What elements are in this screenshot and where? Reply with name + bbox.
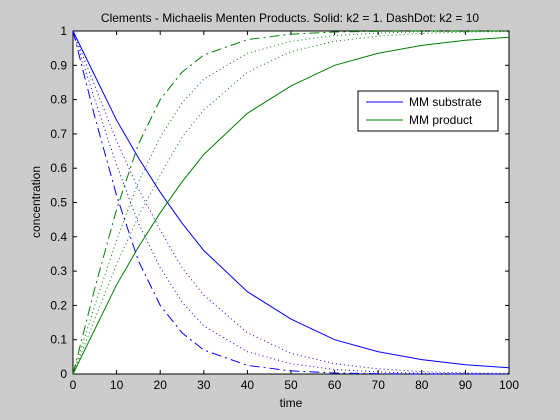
chart-title: Clements - Michaelis Menten Products. So… [101, 11, 480, 25]
series-line-1 [72, 36, 510, 375]
x-tick-label: 50 [284, 378, 298, 392]
series-line-7 [72, 31, 510, 375]
axis-ticks: 0 10 20 30 40 50 60 70 80 90 100 0 0.1 0.2 0.3 0.4 0.5 0.… [50, 24, 519, 392]
series-line-2 [72, 30, 509, 375]
y-tick-label: 0.9 [50, 58, 67, 72]
x-axis-label: time [280, 396, 303, 410]
x-tick-label: 80 [415, 378, 429, 392]
legend-label-product: MM product [409, 113, 473, 127]
y-tick-label: 0.7 [50, 127, 67, 141]
series-layer [72, 30, 510, 375]
x-tick-label: 10 [110, 378, 124, 392]
x-tick-label: 0 [70, 378, 77, 392]
y-tick-label: 0.8 [50, 93, 67, 107]
legend: MM substrate MM product [357, 90, 499, 132]
y-tick-label: 0.4 [50, 230, 67, 244]
y-tick-label: 1 [60, 24, 67, 38]
legend-label-substrate: MM substrate [409, 95, 482, 109]
y-tick-label: 0.6 [50, 161, 67, 175]
x-tick-label: 60 [328, 378, 342, 392]
x-tick-label: 40 [241, 378, 255, 392]
y-axis-label: concentration [29, 166, 43, 238]
series-line-3 [72, 30, 509, 375]
y-tick-label: 0 [60, 367, 67, 381]
y-tick-label: 0.3 [50, 264, 67, 278]
series-line-0 [72, 30, 510, 369]
y-tick-label: 0.5 [50, 196, 67, 210]
series-line-6 [72, 30, 510, 374]
x-tick-label: 100 [499, 378, 519, 392]
y-tick-label: 0.2 [50, 298, 67, 312]
x-tick-label: 20 [154, 378, 168, 392]
x-tick-label: 30 [197, 378, 211, 392]
x-tick-label: 70 [372, 378, 386, 392]
plot-area [72, 30, 510, 375]
legend-box [357, 90, 499, 132]
x-tick-label: 90 [459, 378, 473, 392]
y-tick-label: 0.1 [50, 333, 67, 347]
